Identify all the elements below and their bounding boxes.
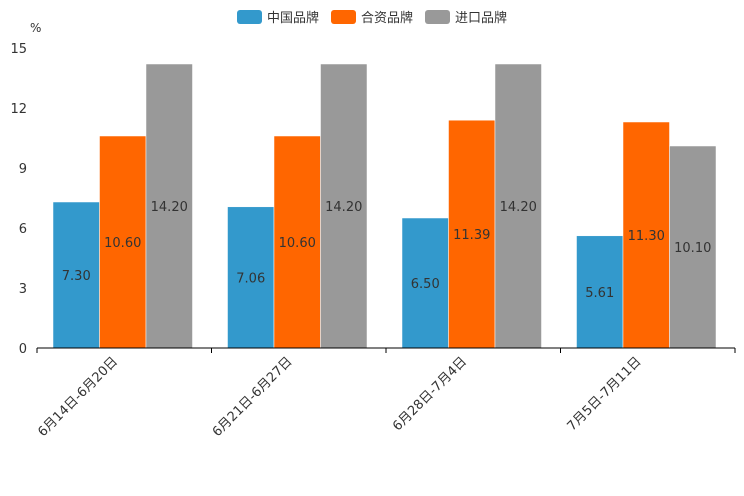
y-axis-unit: %: [30, 21, 42, 35]
y-tick-label: 12: [10, 102, 27, 117]
bar: [622, 121, 670, 349]
data-label: 7.06: [236, 271, 265, 286]
y-tick-label: 0: [19, 342, 27, 357]
legend-swatch-import: [425, 9, 450, 24]
legend-label-import: 进口品牌: [455, 11, 508, 26]
bar: [273, 135, 321, 349]
legend-item-joint[interactable]: 合资品牌: [330, 7, 413, 26]
y-tick-label: 15: [10, 42, 27, 57]
y-tick-label: 9: [19, 162, 27, 177]
data-label: 7.30: [62, 269, 91, 284]
data-label: 10.10: [674, 241, 711, 256]
x-category-label: 7月5日-7月11日: [565, 354, 645, 434]
data-label: 6.50: [411, 277, 440, 292]
legend-item-import[interactable]: 进口品牌: [425, 7, 507, 26]
bar: [227, 206, 275, 349]
bar: [401, 217, 449, 349]
legend-swatch-joint: [330, 9, 356, 24]
bar: [669, 145, 717, 349]
bar: [145, 63, 193, 349]
legend-label-china: 中国品牌: [266, 11, 319, 26]
data-label: 10.60: [279, 236, 316, 251]
data-label: 14.20: [500, 200, 537, 215]
bar: [494, 63, 542, 349]
data-label: 14.20: [151, 200, 188, 215]
data-label: 11.39: [453, 228, 490, 243]
x-category-label: 6月28日-7月4日: [390, 354, 470, 434]
x-category-label: 6月21日-6月27日: [210, 354, 296, 440]
x-category-label: 6月14日-6月20日: [35, 354, 121, 440]
bar: [99, 135, 147, 349]
legend-swatch-china: [236, 9, 262, 24]
data-label: 10.60: [104, 236, 141, 251]
bar: [576, 235, 624, 349]
y-tick-label: 6: [19, 222, 27, 237]
data-label: 14.20: [325, 200, 362, 215]
chart-legend: 中国品牌 合资品牌 进口品牌: [0, 7, 744, 26]
legend-item-china[interactable]: 中国品牌: [236, 7, 319, 26]
data-label: 5.61: [585, 286, 614, 301]
legend-label-joint: 合资品牌: [360, 11, 413, 26]
y-tick-label: 3: [19, 282, 27, 297]
data-label: 11.30: [628, 229, 665, 244]
bar: [320, 63, 368, 349]
